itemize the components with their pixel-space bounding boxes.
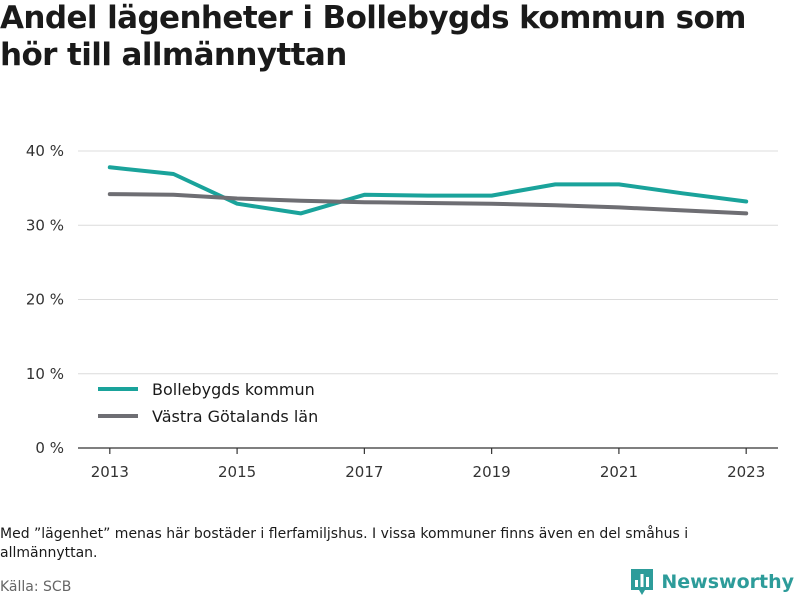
x-axis: 2013 2015 2017 2019 2021 2023 bbox=[78, 447, 778, 481]
legend-label: Västra Götalands län bbox=[152, 407, 318, 426]
brand-name: Newsworthy bbox=[661, 571, 794, 593]
x-tick-label: 2017 bbox=[345, 463, 383, 481]
y-tick-label: 10 % bbox=[26, 365, 64, 383]
chart-title: Andel lägenheter i Bollebygds kommun som… bbox=[0, 0, 746, 73]
y-tick-label: 30 % bbox=[26, 216, 64, 234]
gridlines bbox=[78, 150, 778, 375]
y-tick-label: 0 % bbox=[35, 439, 64, 457]
brand-logo: Newsworthy bbox=[630, 568, 794, 596]
x-tick-label: 2021 bbox=[600, 463, 638, 481]
legend: Bollebygds kommun Västra Götalands län bbox=[98, 380, 318, 426]
y-tick-label: 20 % bbox=[26, 291, 64, 309]
x-tick-label: 2013 bbox=[91, 463, 129, 481]
series-lines bbox=[107, 165, 749, 216]
bar-chart-logo-icon bbox=[631, 569, 654, 595]
legend-label: Bollebygds kommun bbox=[152, 380, 315, 399]
series-line bbox=[107, 165, 749, 216]
x-tick-label: 2023 bbox=[727, 463, 765, 481]
line-chart: 0 % 10 % 20 % 30 % 40 % 2013 2015 2017 2019 2021… bbox=[26, 142, 778, 481]
x-tick-label: 2015 bbox=[218, 463, 256, 481]
y-tick-label: 40 % bbox=[26, 142, 64, 160]
series-line bbox=[107, 192, 749, 216]
source-label: Källa: SCB bbox=[0, 579, 72, 595]
footnote: Med ”lägenhet” menas här bostäder i fler… bbox=[0, 526, 689, 561]
x-tick-label: 2019 bbox=[473, 463, 511, 481]
y-axis-ticks: 0 % 10 % 20 % 30 % 40 % bbox=[26, 142, 64, 457]
